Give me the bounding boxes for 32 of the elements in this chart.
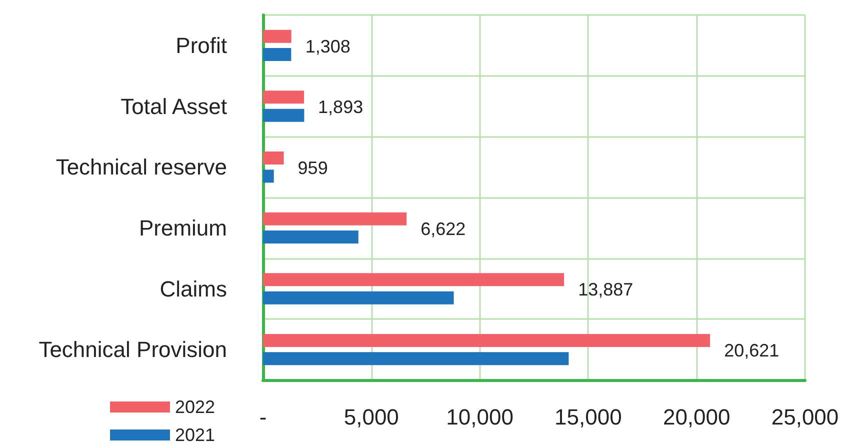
x-tick-label: 10,000 (446, 404, 514, 430)
bar (263, 212, 407, 226)
data-label: 20,621 (724, 340, 780, 360)
y-tick-label: Profit (176, 32, 227, 58)
bar (263, 90, 304, 104)
bar (263, 30, 292, 43)
data-label: 6,622 (420, 218, 466, 239)
legend-label: 2021 (175, 425, 216, 445)
bar (263, 170, 274, 183)
x-tick-label: 15,000 (554, 404, 622, 430)
legend-label: 2022 (175, 397, 216, 417)
x-tick-label: 25,000 (771, 404, 839, 430)
data-label: 13,887 (578, 280, 634, 300)
bar (263, 108, 304, 122)
bar (263, 48, 292, 62)
data-label: 959 (298, 158, 328, 178)
x-tick-label: 20,000 (662, 404, 730, 430)
bar (263, 352, 569, 366)
y-tick-label: Premium (138, 215, 227, 240)
y-tick-label: Claims (160, 276, 227, 302)
bar (263, 273, 564, 286)
bar (263, 334, 710, 347)
y-tick-label: Total Asset (120, 94, 227, 119)
y-tick-label: Technical Provision (38, 337, 227, 362)
bar (263, 291, 454, 304)
x-tick-label: - (259, 404, 267, 430)
data-label: 1,308 (305, 36, 350, 56)
bar (263, 151, 284, 164)
x-tick-label: 5,000 (344, 404, 399, 430)
y-tick-label: Technical reserve (56, 154, 227, 180)
data-label: 1,893 (318, 97, 364, 118)
bar (263, 230, 358, 244)
